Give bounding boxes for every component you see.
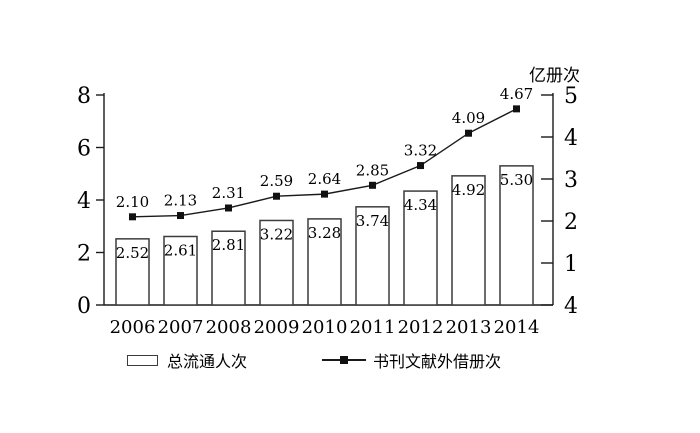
line-value-label: 4.67: [500, 85, 533, 103]
square-marker-icon: [340, 356, 348, 364]
line-point-2011: [369, 181, 376, 189]
left-axis-tick-label: 8: [77, 84, 91, 109]
legend-item-bar-series: 总流通人次: [127, 348, 247, 372]
line-value-label: 2.85: [356, 161, 389, 179]
line-value-label: 2.59: [260, 172, 293, 190]
line-value-label: 2.31: [212, 184, 245, 202]
line-value-label: 4.09: [452, 109, 485, 127]
right-axis-tick-label: 2: [564, 210, 578, 235]
line-point-2010: [321, 190, 328, 198]
bar-2006: [115, 238, 150, 306]
bar-2010: [307, 218, 342, 306]
bar-value-label: 3.22: [260, 225, 293, 243]
line-value-label: 3.32: [404, 142, 437, 160]
bar-value-label: 3.28: [308, 224, 341, 242]
x-axis-category-label: 2009: [254, 317, 300, 338]
bar-2009: [259, 219, 294, 306]
line-value-label: 2.64: [308, 170, 341, 188]
left-axis-tick-label: 0: [77, 294, 91, 319]
right-axis-tick-label: 4: [564, 294, 578, 319]
x-axis-category-label: 2011: [350, 317, 396, 338]
bar-2013: [451, 175, 486, 306]
x-axis-category-label: 2006: [110, 317, 156, 338]
right-axis-tick-label: 5: [564, 84, 578, 109]
bar-2012: [403, 190, 438, 306]
line-point-2007: [177, 212, 184, 220]
bar-swatch-icon: [127, 354, 158, 366]
right-axis-unit-label: 亿册次: [529, 66, 580, 86]
x-axis-category-label: 2010: [302, 317, 348, 338]
right-axis-tick-label: 3: [564, 168, 578, 193]
line-value-label: 2.13: [164, 192, 197, 210]
x-axis-category-label: 2014: [494, 317, 540, 338]
bar-value-label: 4.34: [404, 196, 437, 214]
line-point-2014: [513, 105, 520, 113]
line-point-2006: [129, 213, 136, 221]
line-swatch-icon: [322, 356, 366, 364]
legend-label-bar-series: 总流通人次: [167, 352, 248, 371]
line-point-2009: [273, 192, 280, 200]
x-axis-category-label: 2008: [206, 317, 252, 338]
right-axis-tick-label: 4: [564, 126, 578, 151]
line-point-2008: [225, 204, 232, 212]
legend-label-line-series: 书刊文献外借册次: [373, 352, 502, 371]
bar-2007: [163, 235, 198, 306]
x-axis-category-label: 2007: [158, 317, 204, 338]
line-point-2012: [417, 162, 424, 170]
bar-2008: [211, 230, 246, 306]
bar-value-label: 2.81: [212, 236, 245, 254]
bar-value-label: 2.52: [116, 244, 149, 262]
left-axis-tick-label: 6: [77, 137, 91, 162]
bar-2014: [499, 165, 534, 306]
bar-value-label: 2.61: [164, 241, 197, 259]
x-axis-category-label: 2013: [446, 317, 492, 338]
bar-2011: [355, 206, 390, 306]
bar-value-label: 3.74: [356, 212, 389, 230]
legend: 总流通人次 书刊文献外借册次: [0, 348, 700, 374]
right-axis-tick-label: 1: [564, 252, 578, 277]
x-axis-category-label: 2012: [398, 317, 444, 338]
bar-value-label: 5.30: [500, 171, 533, 189]
bar-value-label: 4.92: [452, 181, 485, 199]
left-axis-tick-label: 4: [77, 189, 91, 214]
line-point-2013: [465, 129, 472, 137]
legend-item-line-series: 书刊文献外借册次: [322, 348, 501, 372]
left-axis-tick-label: 2: [77, 242, 91, 267]
line-value-label: 2.10: [116, 193, 149, 211]
